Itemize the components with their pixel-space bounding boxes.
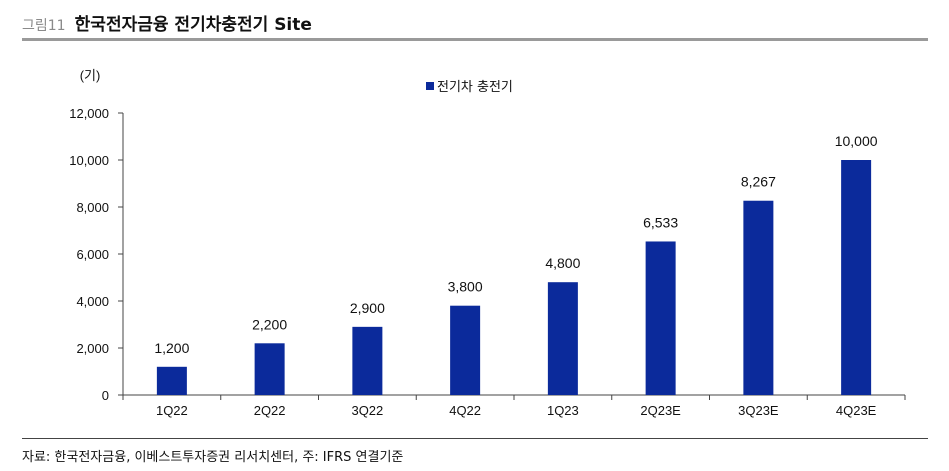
data-label: 8,267 bbox=[741, 174, 776, 190]
legend: 전기차 충전기 bbox=[426, 80, 513, 95]
x-tick-label: 3Q22 bbox=[351, 403, 383, 418]
bar bbox=[743, 200, 774, 395]
bar bbox=[352, 326, 383, 395]
y-tick-label: 10,000 bbox=[69, 153, 109, 168]
data-label: 2,200 bbox=[252, 316, 287, 332]
legend-swatch bbox=[426, 82, 434, 90]
y-tick-label: 6,000 bbox=[76, 247, 109, 262]
x-tick-label: 4Q22 bbox=[449, 403, 481, 418]
footer-rule bbox=[22, 438, 928, 439]
x-tick-label: 2Q22 bbox=[254, 403, 286, 418]
data-label: 6,533 bbox=[643, 214, 678, 230]
x-tick-label: 1Q23 bbox=[547, 403, 579, 418]
bar bbox=[450, 305, 481, 395]
bar bbox=[156, 366, 187, 395]
data-label: 10,000 bbox=[835, 133, 878, 149]
bar bbox=[645, 241, 676, 395]
x-tick-label: 4Q23E bbox=[836, 403, 877, 418]
header-rule bbox=[22, 38, 928, 41]
data-label: 1,200 bbox=[154, 340, 189, 356]
data-label: 4,800 bbox=[545, 255, 580, 271]
data-label: 2,900 bbox=[350, 300, 385, 316]
y-tick-label: 2,000 bbox=[76, 341, 109, 356]
y-tick-label: 12,000 bbox=[69, 106, 109, 121]
figure-number: 그림11 bbox=[22, 18, 66, 34]
x-tick-label: 3Q23E bbox=[738, 403, 779, 418]
y-tick-label: 8,000 bbox=[76, 200, 109, 215]
x-tick-label: 1Q22 bbox=[156, 403, 188, 418]
source-note: 자료: 한국전자금융, 이베스트투자증권 리서치센터, 주: IFRS 연결기준 bbox=[22, 450, 404, 465]
x-tick-label: 2Q23E bbox=[640, 403, 681, 418]
bar bbox=[547, 282, 578, 395]
legend-label: 전기차 충전기 bbox=[437, 80, 513, 95]
y-tick-label: 0 bbox=[102, 388, 109, 403]
figure-header: 그림11 한국전자금융 전기차충전기 Site bbox=[22, 10, 312, 35]
bar bbox=[841, 160, 872, 395]
chart-title: 한국전자금융 전기차충전기 Site bbox=[74, 15, 312, 35]
y-unit-label: (기) bbox=[80, 68, 101, 83]
y-tick-label: 4,000 bbox=[76, 294, 109, 309]
bar bbox=[254, 343, 285, 395]
data-label: 3,800 bbox=[448, 279, 483, 295]
